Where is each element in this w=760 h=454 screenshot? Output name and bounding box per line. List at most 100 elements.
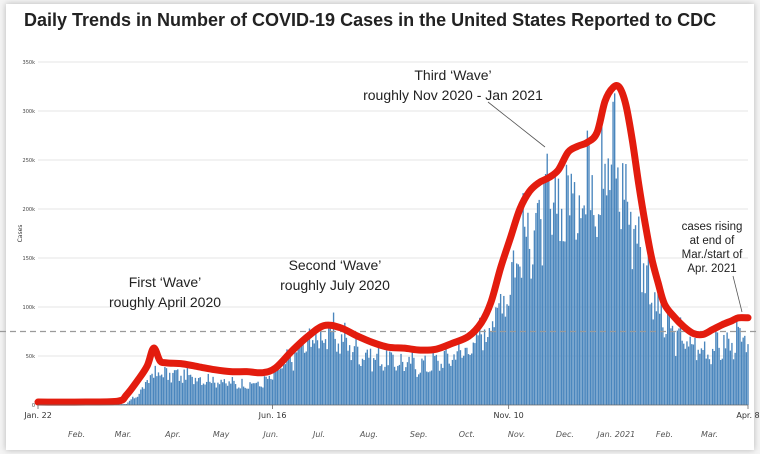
daily-bar <box>336 351 338 405</box>
daily-bar <box>707 354 709 405</box>
daily-bar <box>202 383 205 405</box>
daily-bar <box>572 193 574 405</box>
daily-bar <box>172 372 174 405</box>
daily-bar <box>469 354 471 405</box>
daily-bar <box>178 380 181 405</box>
daily-bar <box>675 356 677 405</box>
daily-bar <box>305 351 307 405</box>
daily-bar <box>501 313 503 405</box>
daily-bar <box>149 375 152 405</box>
daily-bar <box>156 376 158 405</box>
daily-bar <box>270 378 272 405</box>
month-label: Jul. <box>311 430 325 439</box>
daily-bar <box>210 383 213 405</box>
daily-bar <box>689 336 691 405</box>
daily-bar <box>419 372 421 405</box>
daily-bar <box>438 370 441 405</box>
daily-bar <box>585 214 587 405</box>
daily-bar <box>657 293 659 405</box>
daily-bar <box>519 266 521 405</box>
daily-bar <box>650 302 653 405</box>
daily-bar <box>128 400 131 405</box>
y-tick-label: 0 <box>32 403 35 409</box>
daily-bar <box>310 346 312 405</box>
daily-bar <box>397 365 399 405</box>
daily-bar <box>663 337 666 405</box>
daily-bar <box>135 397 137 405</box>
daily-bar <box>744 335 746 405</box>
daily-bar <box>687 346 690 405</box>
daily-bar <box>673 332 675 405</box>
daily-bar <box>514 277 516 405</box>
annotation-first-wave: roughly April 2020 <box>109 294 221 310</box>
daily-bar <box>326 349 328 405</box>
daily-bar <box>233 380 235 405</box>
daily-bar <box>144 382 147 405</box>
daily-bar <box>339 353 341 405</box>
y-axis-label: Cases <box>17 225 24 243</box>
daily-bar <box>490 331 492 405</box>
daily-bar <box>618 211 621 405</box>
daily-bar <box>157 372 160 405</box>
daily-bar <box>255 382 258 405</box>
daily-bar <box>185 379 187 405</box>
month-label: Sep. <box>410 430 428 439</box>
daily-bar <box>276 370 279 405</box>
daily-bar <box>562 241 564 405</box>
annotation-pointer-cases-rising <box>732 275 743 313</box>
daily-bar <box>601 106 603 405</box>
daily-bar <box>148 383 150 405</box>
y-tick-label: 300k <box>23 109 36 115</box>
daily-bar <box>581 208 584 405</box>
daily-bar <box>628 224 630 405</box>
daily-bar <box>429 371 431 405</box>
daily-bar <box>164 366 166 405</box>
daily-bar <box>532 264 534 405</box>
daily-bar <box>302 343 304 405</box>
daily-bar <box>197 377 200 405</box>
daily-bar <box>541 265 544 405</box>
daily-bar <box>279 368 282 405</box>
month-label: May <box>213 430 230 439</box>
daily-bar <box>392 354 394 405</box>
daily-bar <box>630 211 632 405</box>
daily-bar <box>713 350 715 405</box>
daily-bar <box>377 345 380 405</box>
daily-bar <box>188 375 190 405</box>
daily-bar <box>525 236 528 405</box>
daily-bar <box>181 382 184 405</box>
month-label: Dec. <box>556 430 574 439</box>
daily-bar <box>589 210 592 405</box>
chart-title: Daily Trends in Number of COVID-19 Cases… <box>24 10 717 30</box>
daily-bar <box>509 294 511 405</box>
daily-bar <box>667 312 669 405</box>
daily-bar <box>511 262 513 405</box>
daily-bar <box>146 380 148 405</box>
annotation-second-wave: Second ‘Wave’ <box>289 257 382 273</box>
daily-bar <box>647 249 650 405</box>
daily-bar <box>530 278 532 405</box>
daily-bar <box>451 359 454 405</box>
daily-bar <box>636 243 638 405</box>
daily-bar <box>434 355 436 405</box>
daily-bar <box>297 343 299 405</box>
daily-bar <box>724 348 727 405</box>
daily-bar <box>477 335 479 405</box>
daily-bar <box>723 334 725 405</box>
daily-bar <box>718 347 720 405</box>
daily-bar <box>440 363 442 405</box>
daily-bar <box>557 178 560 405</box>
daily-bar <box>700 348 703 405</box>
daily-bar <box>615 178 617 405</box>
daily-bar <box>652 319 654 405</box>
daily-bar <box>625 164 627 405</box>
daily-bar <box>422 360 425 405</box>
daily-bar <box>695 360 698 405</box>
daily-bar <box>697 349 699 405</box>
daily-bar <box>612 101 614 406</box>
daily-bar <box>671 325 674 405</box>
daily-bar <box>361 358 364 405</box>
daily-bar <box>175 370 177 405</box>
daily-bar <box>560 208 563 405</box>
daily-bar <box>226 385 229 405</box>
